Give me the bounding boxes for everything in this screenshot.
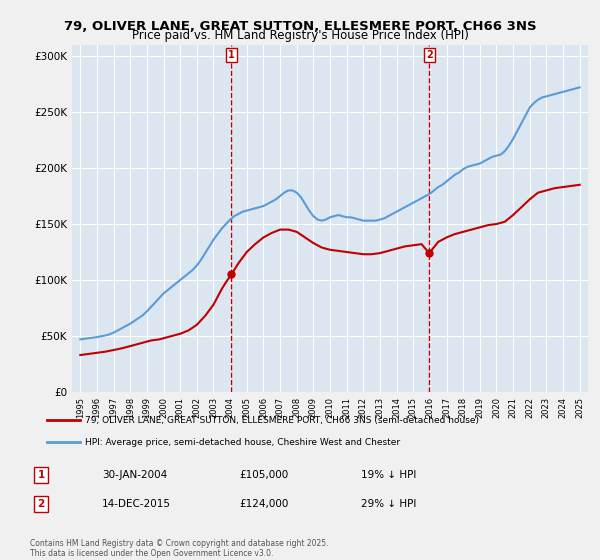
Text: 79, OLIVER LANE, GREAT SUTTON, ELLESMERE PORT, CH66 3NS: 79, OLIVER LANE, GREAT SUTTON, ELLESMERE… — [64, 20, 536, 32]
Text: 1: 1 — [37, 470, 44, 480]
Text: Price paid vs. HM Land Registry's House Price Index (HPI): Price paid vs. HM Land Registry's House … — [131, 29, 469, 42]
Text: 29% ↓ HPI: 29% ↓ HPI — [361, 499, 416, 509]
Text: 1: 1 — [228, 50, 235, 60]
Text: 79, OLIVER LANE, GREAT SUTTON, ELLESMERE PORT, CH66 3NS (semi-detached house): 79, OLIVER LANE, GREAT SUTTON, ELLESMERE… — [85, 416, 479, 424]
Text: £124,000: £124,000 — [240, 499, 289, 509]
Text: £105,000: £105,000 — [240, 470, 289, 480]
Text: 30-JAN-2004: 30-JAN-2004 — [102, 470, 167, 480]
Text: 2: 2 — [426, 50, 433, 60]
Text: 2: 2 — [37, 499, 44, 509]
Text: 14-DEC-2015: 14-DEC-2015 — [102, 499, 171, 509]
Text: HPI: Average price, semi-detached house, Cheshire West and Chester: HPI: Average price, semi-detached house,… — [85, 438, 400, 447]
Text: Contains HM Land Registry data © Crown copyright and database right 2025.
This d: Contains HM Land Registry data © Crown c… — [30, 539, 329, 558]
Text: 19% ↓ HPI: 19% ↓ HPI — [361, 470, 416, 480]
